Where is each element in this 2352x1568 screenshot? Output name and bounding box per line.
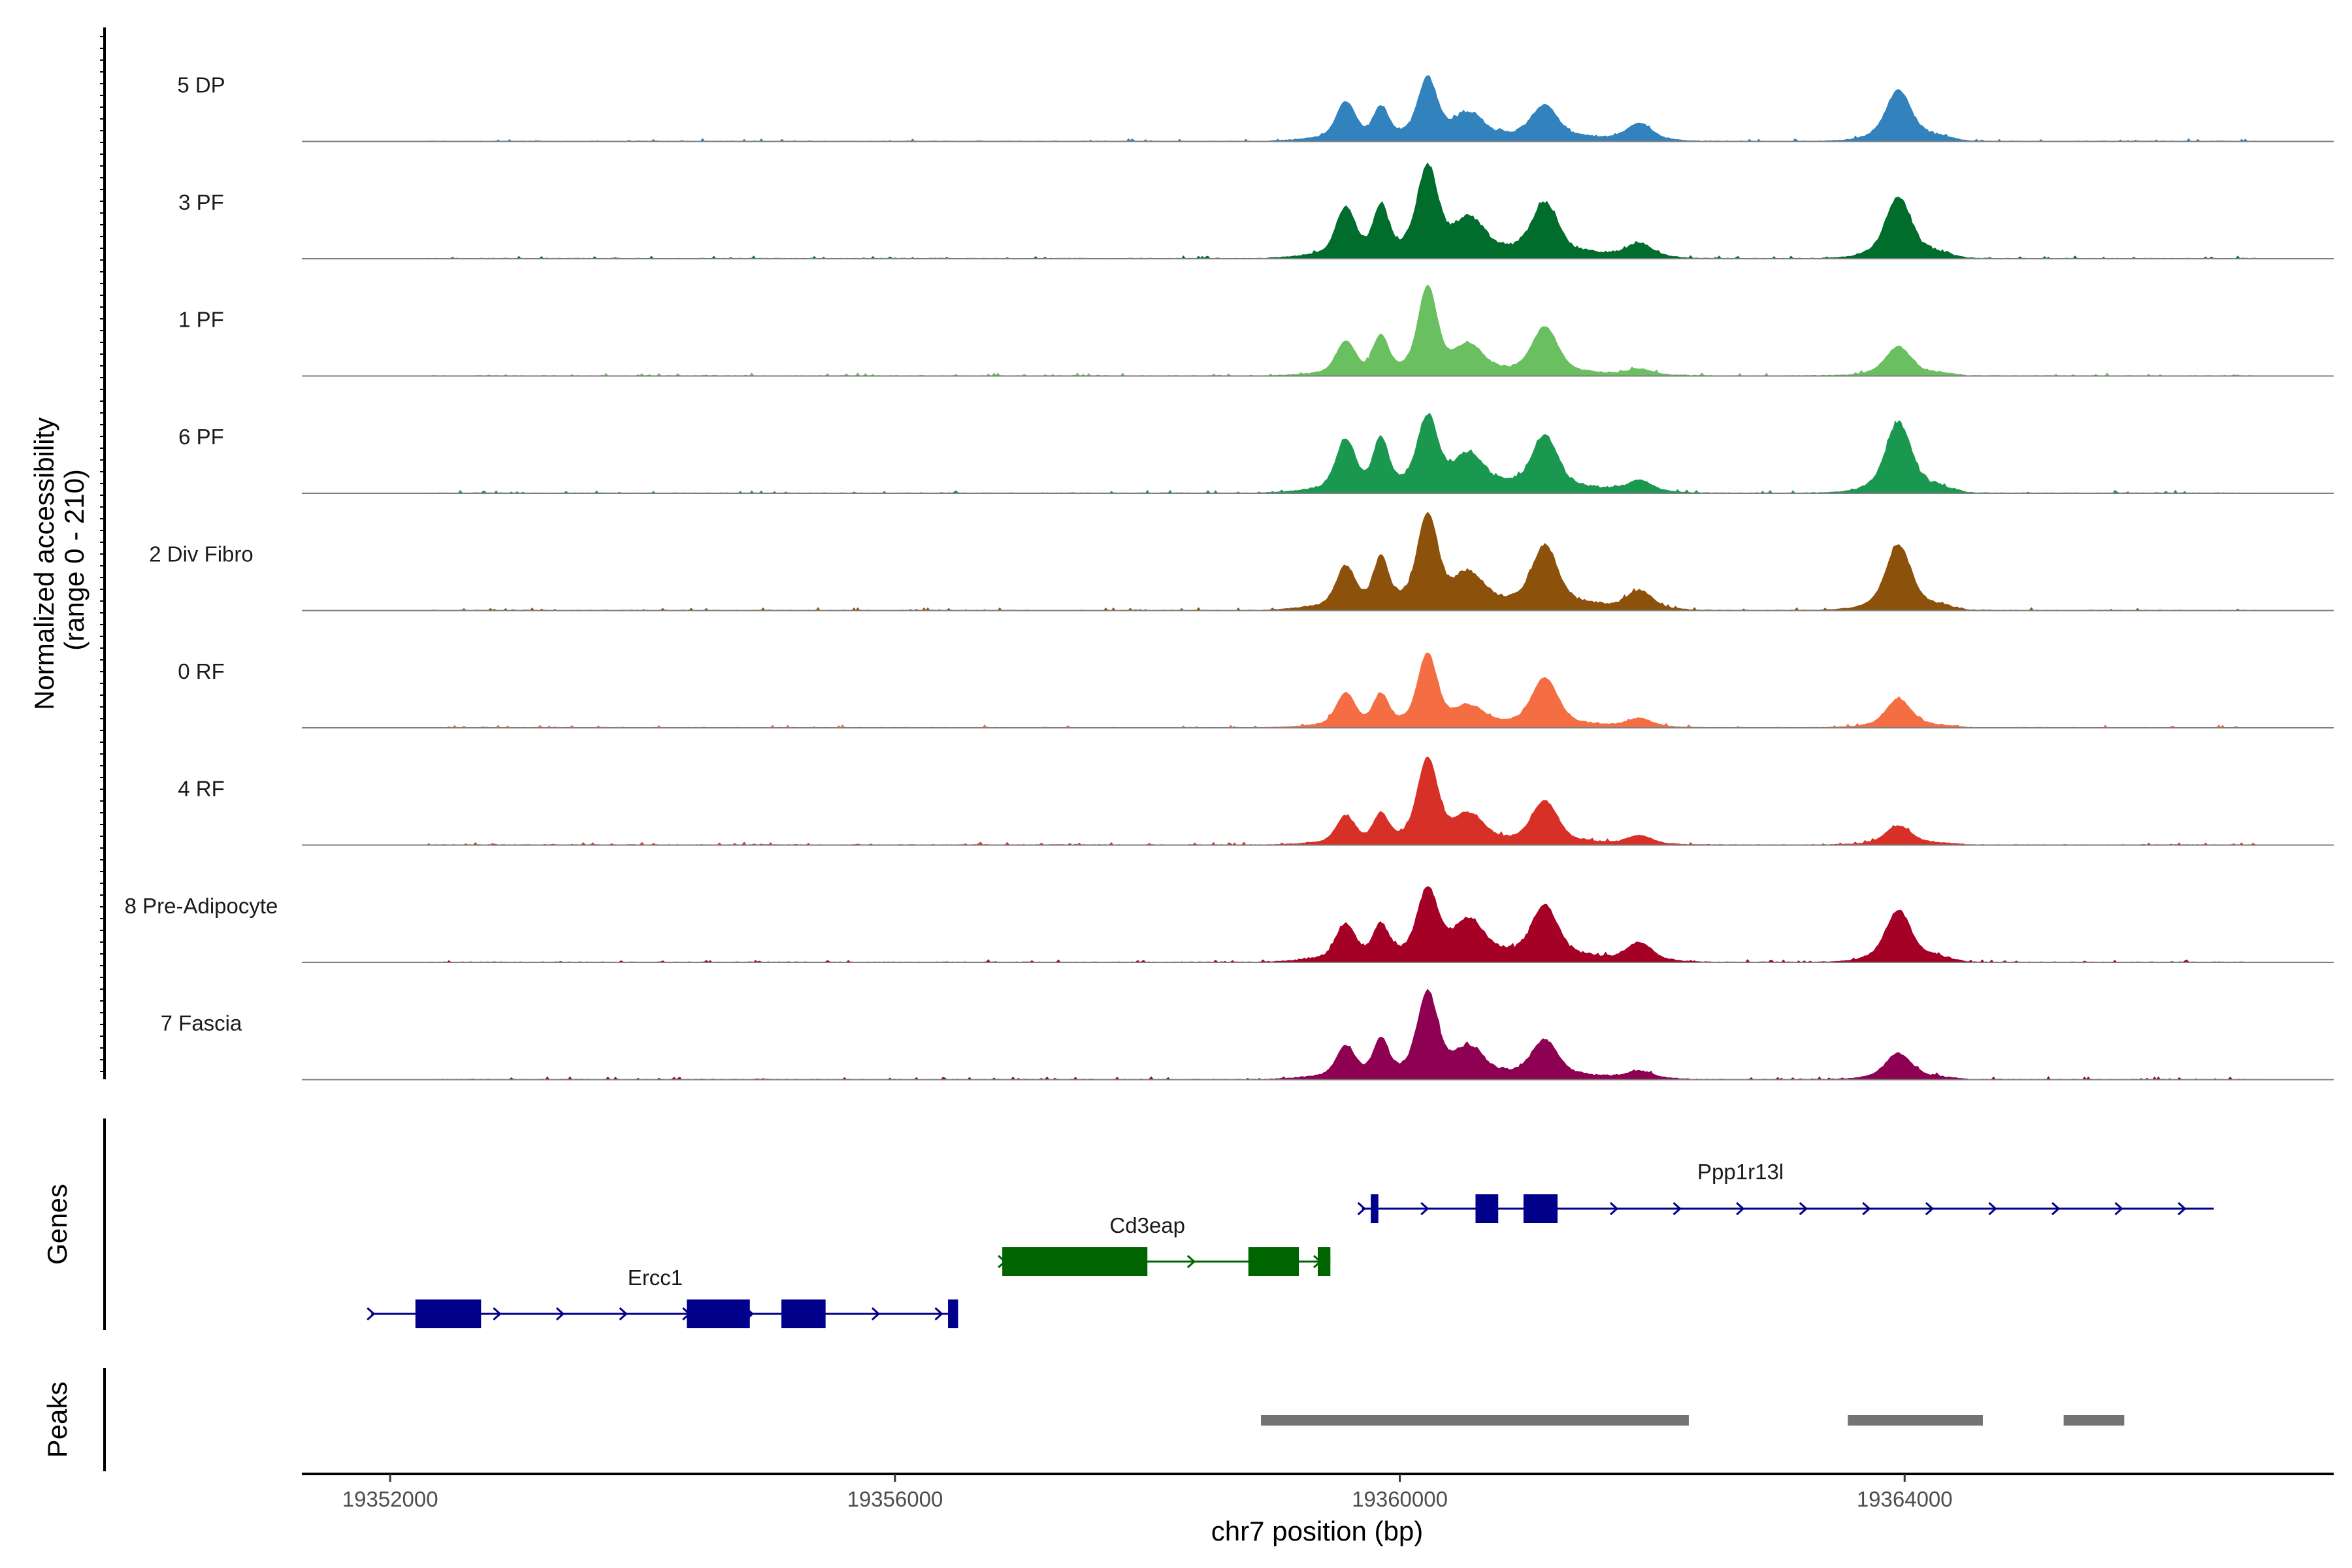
peak-region — [1261, 1415, 1689, 1426]
track-label: 6 PF — [178, 425, 224, 449]
track-label: 3 PF — [178, 190, 224, 214]
strand-arrow — [493, 1307, 502, 1321]
coverage-area — [427, 756, 2259, 846]
strand-arrow — [367, 1307, 376, 1321]
track-2-div-fibro: 2 Div Fibro — [149, 512, 2334, 612]
genes-panel-title: Genes — [42, 1184, 73, 1265]
gene-exon — [1248, 1247, 1299, 1276]
track-label: 5 DP — [177, 73, 225, 97]
strand-arrow — [1799, 1201, 1808, 1216]
strand-arrow — [1862, 1201, 1871, 1216]
strand-arrow — [1673, 1201, 1682, 1216]
peaks-panel-title: Peaks — [42, 1382, 73, 1458]
coverage-area — [427, 512, 2259, 612]
strand-arrow — [1736, 1201, 1745, 1216]
gene-exon — [948, 1299, 958, 1328]
coverage-area — [427, 886, 2259, 963]
track-label: 4 RF — [178, 777, 225, 801]
strand-arrow — [1925, 1201, 1935, 1216]
gene-exon — [781, 1299, 826, 1328]
track-0-rf: 0 RF — [178, 652, 2334, 728]
track-8-pre-adipocyte: 8 Pre-Adipocyte — [125, 886, 2334, 963]
gene-label: Ercc1 — [628, 1266, 683, 1290]
strand-arrow — [1988, 1201, 1997, 1216]
x-axis-ticks: 19352000 19356000 19360000 19364000 — [342, 1474, 1953, 1511]
strand-arrow — [934, 1307, 943, 1321]
coverage-y-axis-title: Normalized accessibility (range 0 - 210) — [29, 410, 90, 710]
strand-arrow — [1609, 1201, 1619, 1216]
track-label: 2 Div Fibro — [149, 542, 253, 566]
track-label: 8 Pre-Adipocyte — [125, 894, 278, 918]
track-1-pf: 1 PF — [178, 284, 2334, 377]
track-4-rf: 4 RF — [178, 756, 2334, 846]
track-5-dp: 5 DP — [177, 73, 2334, 142]
gene-cd3eap: Cd3eap — [998, 1213, 1331, 1276]
gene-exon — [1523, 1194, 1558, 1223]
track-3-pf: 3 PF — [178, 162, 2334, 259]
peak-region — [2063, 1415, 2125, 1426]
strand-arrow — [1420, 1201, 1429, 1216]
gene-exon — [1318, 1247, 1331, 1276]
coverage-tracks: 5 DP 3 PF 1 PF 6 PF 2 Div Fibro 0 RF 4 RF 8 Pre… — [125, 73, 2334, 1081]
coverage-area — [427, 652, 2259, 728]
track-label: 7 Fascia — [161, 1011, 242, 1036]
gene-ercc1: Ercc1 — [367, 1266, 958, 1328]
coverage-area — [427, 988, 2259, 1081]
x-tick-label: 19356000 — [847, 1487, 943, 1511]
peak-region — [1848, 1415, 1983, 1426]
track-label: 0 RF — [178, 659, 225, 683]
track-label: 1 PF — [178, 308, 224, 332]
coverage-area — [427, 75, 2259, 142]
strand-arrow — [871, 1307, 881, 1321]
strand-arrow — [2114, 1201, 2123, 1216]
x-tick-label: 19364000 — [1857, 1487, 1953, 1511]
strand-arrow — [555, 1307, 565, 1321]
x-tick-label: 19360000 — [1352, 1487, 1448, 1511]
gene-ppp1r13l: Ppp1r13l — [1357, 1160, 2214, 1223]
strand-arrow — [2051, 1201, 2061, 1216]
track-7-fascia: 7 Fascia — [161, 988, 2334, 1081]
gene-label: Ppp1r13l — [1697, 1160, 1784, 1184]
coverage-area — [427, 412, 2259, 494]
gene-exon — [1475, 1194, 1499, 1223]
x-axis-title: chr7 position (bp) — [1211, 1516, 1424, 1546]
genes-panel: Ercc1 Cd3eap Ppp1r13l — [367, 1160, 2214, 1328]
gene-exon — [1371, 1194, 1379, 1223]
coverage-area — [427, 162, 2259, 259]
strand-arrow — [2178, 1201, 2187, 1216]
coverage-y-axis-ticks — [100, 36, 105, 1072]
track-6-pf: 6 PF — [178, 412, 2334, 494]
gene-exon — [415, 1299, 482, 1328]
gene-label: Cd3eap — [1109, 1213, 1185, 1237]
strand-arrow — [1186, 1254, 1196, 1269]
strand-arrow — [1357, 1201, 1366, 1216]
coverage-area — [427, 284, 2259, 377]
peaks-panel — [1261, 1415, 2125, 1426]
gene-exon — [687, 1299, 750, 1328]
x-tick-label: 19352000 — [342, 1487, 438, 1511]
gene-exon — [1002, 1247, 1148, 1276]
strand-arrow — [619, 1307, 628, 1321]
